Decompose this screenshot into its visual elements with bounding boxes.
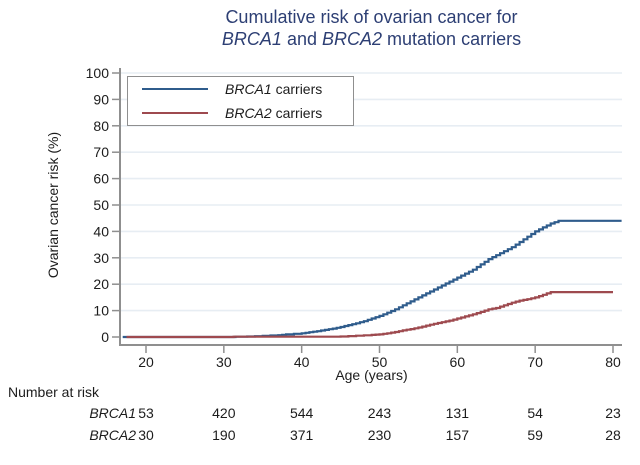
risk-count: 28 [605, 427, 621, 443]
chart-title: Cumulative risk of ovarian cancer for BR… [103, 6, 640, 50]
y-tick-label: 50 [93, 197, 109, 213]
legend-entry-brca2: BRCA2 carriers [128, 101, 353, 125]
risk-count: 157 [445, 427, 470, 443]
x-tick-label: 60 [450, 354, 466, 370]
gene-name: BRCA2 [322, 29, 383, 49]
legend-label: BRCA1 carriers [225, 81, 322, 97]
risk-count: 371 [289, 427, 314, 443]
legend-label-rest: carriers [271, 81, 323, 97]
risk-count: 544 [289, 405, 314, 421]
chart-title-line2: BRCA1 and BRCA2 mutation carriers [103, 28, 640, 50]
risk-row-label-brca1: BRCA1 [89, 405, 136, 421]
risk-count: 59 [527, 427, 543, 443]
chart-title-line1: Cumulative risk of ovarian cancer for [225, 7, 518, 27]
legend: BRCA1 carriers BRCA2 carriers [127, 76, 354, 126]
brca2-line-swatch [142, 112, 208, 114]
risk-count: 23 [605, 405, 621, 421]
y-tick-label: 10 [93, 303, 109, 319]
x-tick-label: 50 [372, 354, 388, 370]
risk-count: 53 [138, 405, 154, 421]
risk-count: 243 [367, 405, 392, 421]
x-tick-label: 20 [138, 354, 154, 370]
y-tick-label: 40 [93, 223, 109, 239]
y-tick-label: 70 [93, 144, 109, 160]
y-tick-label: 60 [93, 171, 109, 187]
legend-entry-brca1: BRCA1 carriers [128, 77, 353, 101]
title-text: and [281, 29, 322, 49]
gene-name: BRCA1 [221, 29, 282, 49]
x-tick-label: 80 [605, 354, 621, 370]
x-tick-label: 30 [216, 354, 232, 370]
risk-row-label-brca2: BRCA2 [89, 427, 136, 443]
gene-name: BRCA2 [225, 105, 272, 121]
legend-label: BRCA2 carriers [225, 105, 322, 121]
y-tick-label: 80 [93, 118, 109, 134]
y-tick-label: 20 [93, 276, 109, 292]
brca1-curve [122, 219, 622, 339]
brca2-curve [126, 291, 613, 339]
x-tick-label: 70 [527, 354, 543, 370]
y-tick-label: 0 [101, 329, 109, 345]
brca1-line-swatch [142, 88, 208, 90]
risk-table-heading: Number at risk [8, 384, 100, 400]
y-axis-label: Ovarian cancer risk (%) [45, 131, 61, 279]
risk-count: 30 [138, 427, 154, 443]
y-tick-label: 100 [86, 65, 110, 81]
risk-count: 54 [527, 405, 543, 421]
risk-count: 230 [367, 427, 392, 443]
risk-count: 131 [445, 405, 470, 421]
x-axis-label: Age (years) [335, 367, 408, 383]
title-text: mutation carriers [382, 29, 522, 49]
y-tick-label: 90 [93, 91, 109, 107]
gene-name: BRCA1 [225, 81, 272, 97]
risk-count: 420 [212, 405, 236, 421]
legend-label-rest: carriers [271, 105, 323, 121]
x-tick-label: 40 [294, 354, 310, 370]
y-tick-label: 30 [93, 250, 109, 266]
risk-count: 190 [212, 427, 236, 443]
